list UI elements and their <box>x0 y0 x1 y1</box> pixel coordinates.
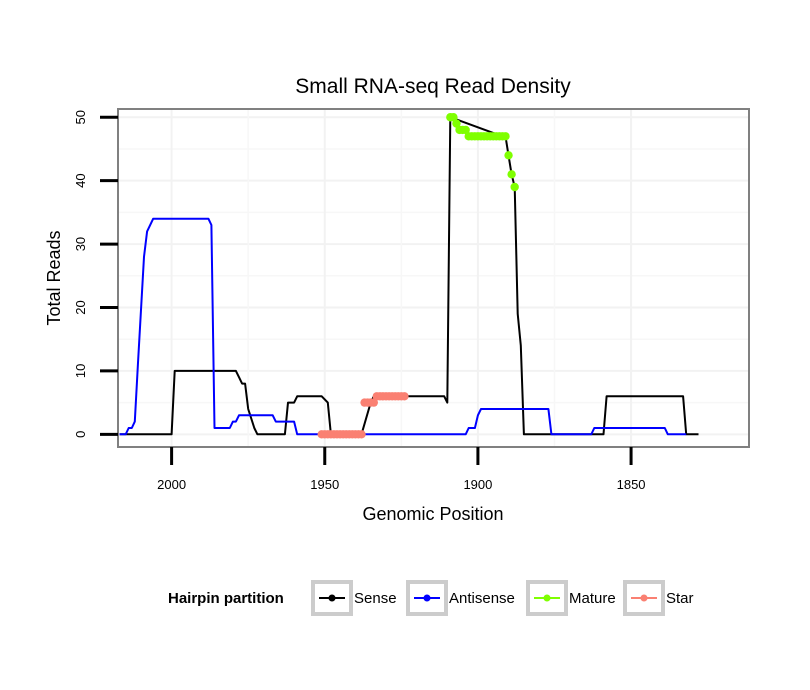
x-axis: 2000 1950 1900 1850 <box>157 447 646 492</box>
series-layer <box>119 113 699 439</box>
x-tick-label: 1850 <box>617 477 646 492</box>
grid-lines <box>118 109 749 447</box>
mature-point <box>452 119 461 128</box>
mature-point <box>504 151 513 160</box>
series-sense-line <box>119 116 699 436</box>
y-tick-label: 20 <box>73 300 88 314</box>
star-point <box>400 392 409 401</box>
mature-point <box>449 113 458 122</box>
legend: Hairpin partition Sense Antisense Mature St… <box>168 580 694 616</box>
legend-item-sense: Sense <box>311 580 397 616</box>
y-tick-label: 30 <box>73 237 88 251</box>
series-star-points <box>317 392 409 439</box>
chart-title: Small RNA-seq Read Density <box>295 75 571 98</box>
mature-point <box>507 170 516 179</box>
legend-item-mature: Mature <box>526 580 616 616</box>
legend-item-antisense: Antisense <box>406 580 515 616</box>
y-tick-label: 10 <box>73 364 88 378</box>
mature-point <box>461 125 470 135</box>
legend-key-dot-antisense <box>423 594 431 602</box>
legend-key-dot-star <box>640 594 648 602</box>
y-tick-label: 0 <box>73 431 88 438</box>
plot-panel <box>118 109 749 447</box>
x-tick-label: 1900 <box>463 477 492 492</box>
x-axis-title: Genomic Position <box>362 504 503 524</box>
mature-point <box>510 182 519 192</box>
series-mature-points <box>446 113 519 192</box>
legend-label-mature: Mature <box>569 590 616 607</box>
mature-point <box>501 132 510 141</box>
legend-item-star: Star <box>623 580 694 616</box>
y-axis-title: Total Reads <box>44 230 64 325</box>
legend-key-dot-mature <box>543 594 551 602</box>
y-tick-label: 50 <box>73 110 88 124</box>
legend-label-sense: Sense <box>354 590 397 607</box>
y-axis: 0 10 20 30 40 50 <box>73 110 118 438</box>
star-point <box>369 398 378 407</box>
x-tick-label: 1950 <box>310 477 339 492</box>
legend-label-star: Star <box>666 590 694 607</box>
series-antisense-line <box>119 217 687 436</box>
x-tick-label: 2000 <box>157 477 186 492</box>
plot-border <box>117 108 750 448</box>
legend-key-dot-sense <box>328 594 336 602</box>
legend-label-antisense: Antisense <box>449 590 515 607</box>
legend-title: Hairpin partition <box>168 590 284 607</box>
y-tick-label: 40 <box>73 173 88 187</box>
star-point <box>357 430 366 439</box>
